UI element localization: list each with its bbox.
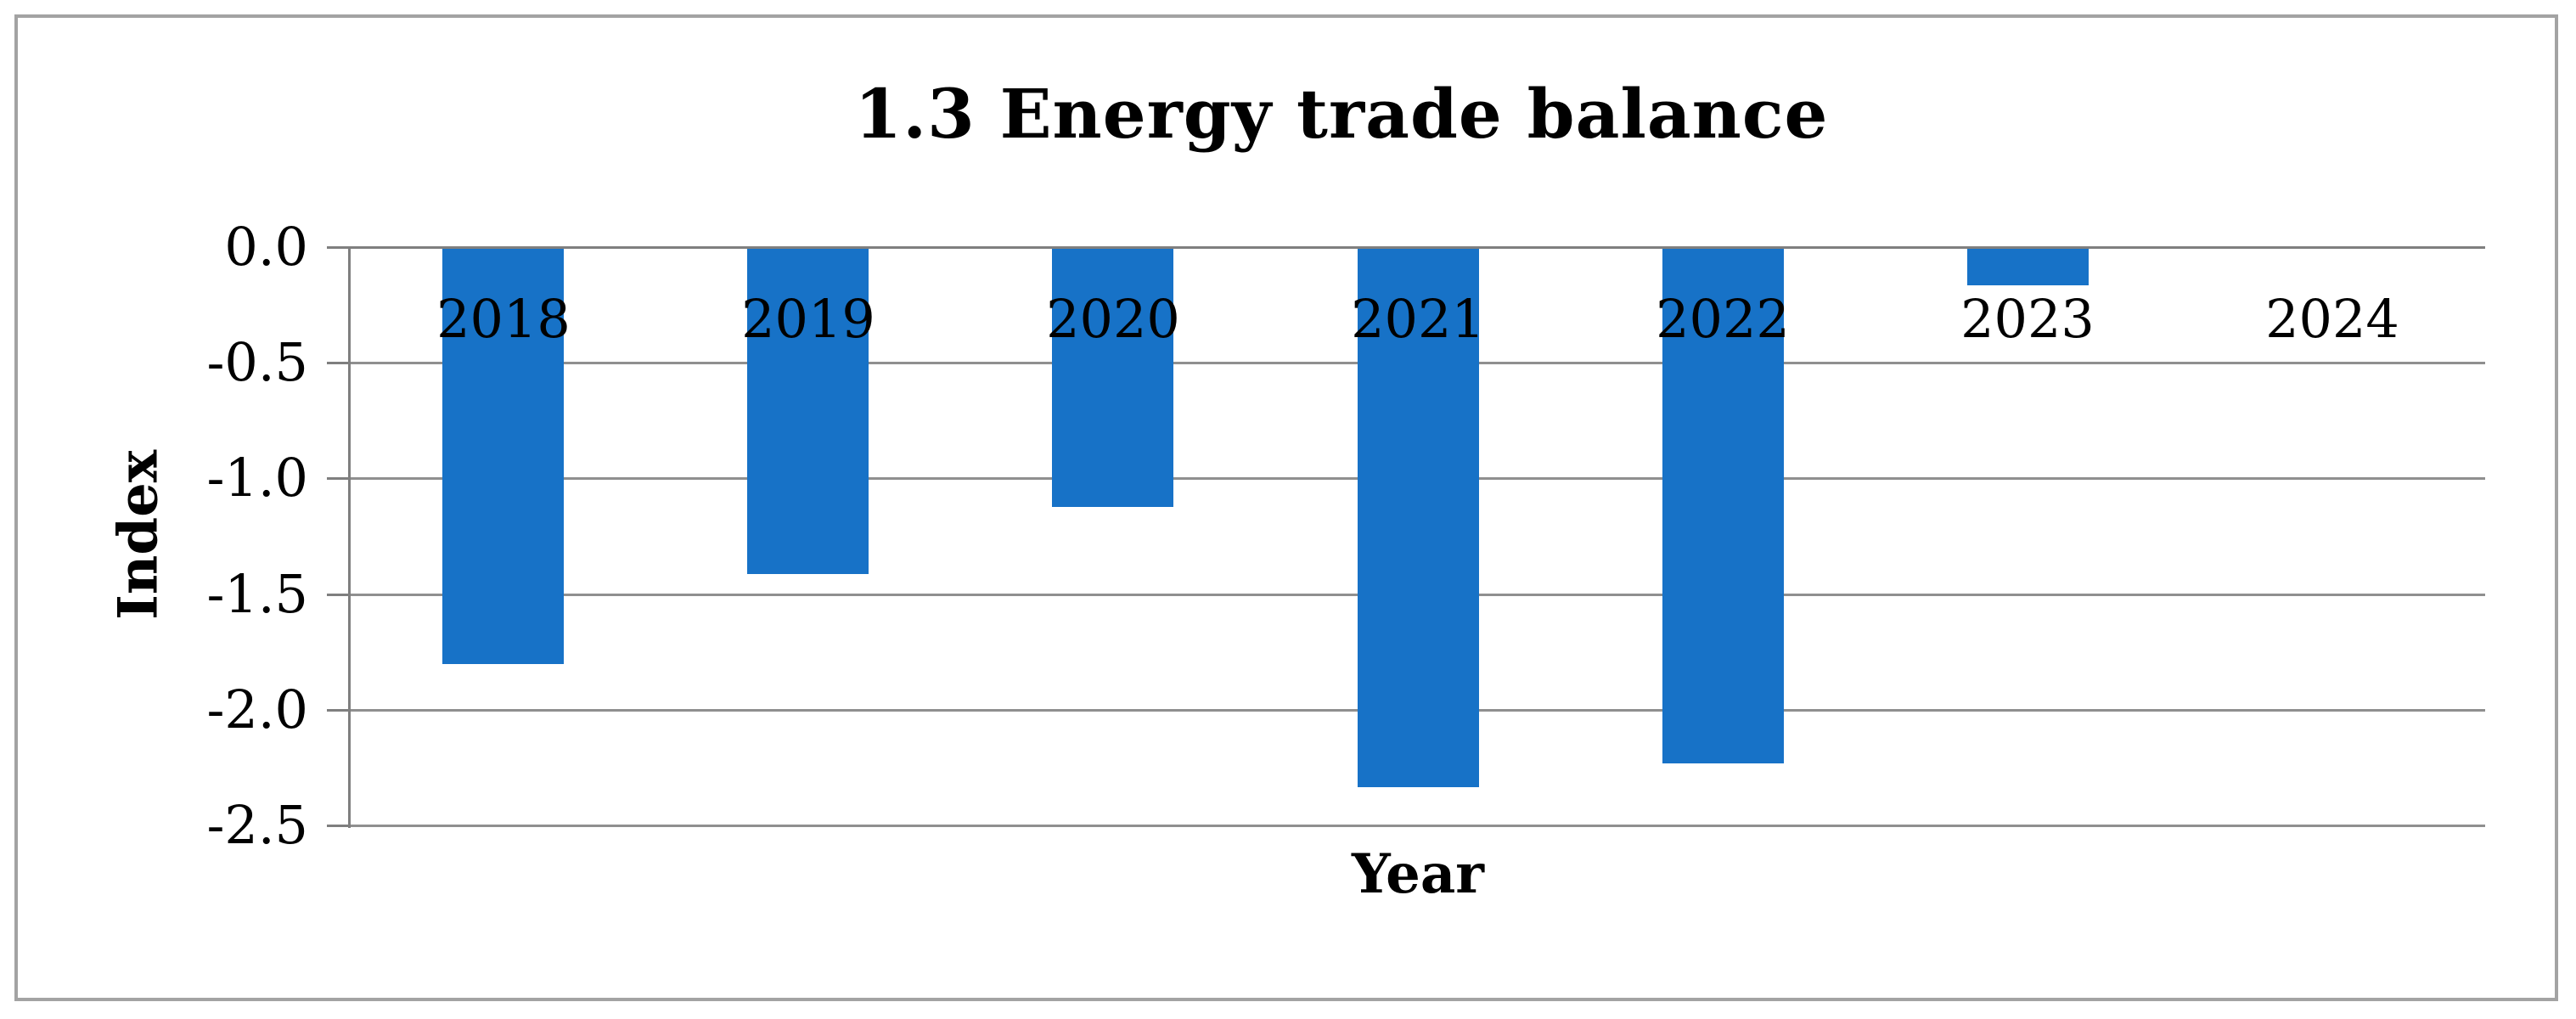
y-tick-label: -1.5 — [206, 563, 308, 625]
tick-mark — [327, 825, 351, 827]
category-label-2024: 2024 — [2265, 288, 2399, 350]
tick-mark — [327, 477, 351, 480]
bar-2023 — [1967, 248, 2089, 285]
y-tick-label: -2.5 — [206, 794, 308, 856]
tick-mark — [327, 594, 351, 596]
category-label-2022: 2022 — [1656, 288, 1790, 350]
bar-2019 — [747, 248, 869, 574]
bar-2022 — [1662, 248, 1784, 763]
category-label-2021: 2021 — [1351, 288, 1485, 350]
category-label-2023: 2023 — [1960, 288, 2095, 350]
zero-line — [351, 246, 2485, 249]
y-tick-label: -1.0 — [206, 447, 308, 509]
category-label-2018: 2018 — [436, 288, 571, 350]
category-label-2020: 2020 — [1046, 288, 1180, 350]
tick-mark — [327, 246, 351, 249]
y-tick-label: 0.0 — [224, 216, 308, 278]
tick-mark — [327, 362, 351, 364]
chart-title: 1.3 Energy trade balance — [854, 74, 1829, 154]
y-tick-label: -0.5 — [206, 331, 308, 393]
tick-mark — [327, 709, 351, 712]
gridline — [351, 825, 2485, 827]
bar-2021 — [1358, 248, 1479, 787]
plot-area: 0.0 -0.5 -1.0 -1.5 -2.0 -2.5 2018 2019 2020 2021 2… — [206, 219, 2485, 853]
category-label-2019: 2019 — [741, 288, 875, 350]
figure-frame — [14, 14, 2558, 1001]
bar-2018 — [442, 248, 564, 664]
x-axis-title: Year — [1351, 842, 1485, 906]
bar-2020 — [1052, 248, 1173, 507]
y-tick-label: -2.0 — [206, 678, 308, 740]
y-axis-line — [348, 246, 351, 828]
